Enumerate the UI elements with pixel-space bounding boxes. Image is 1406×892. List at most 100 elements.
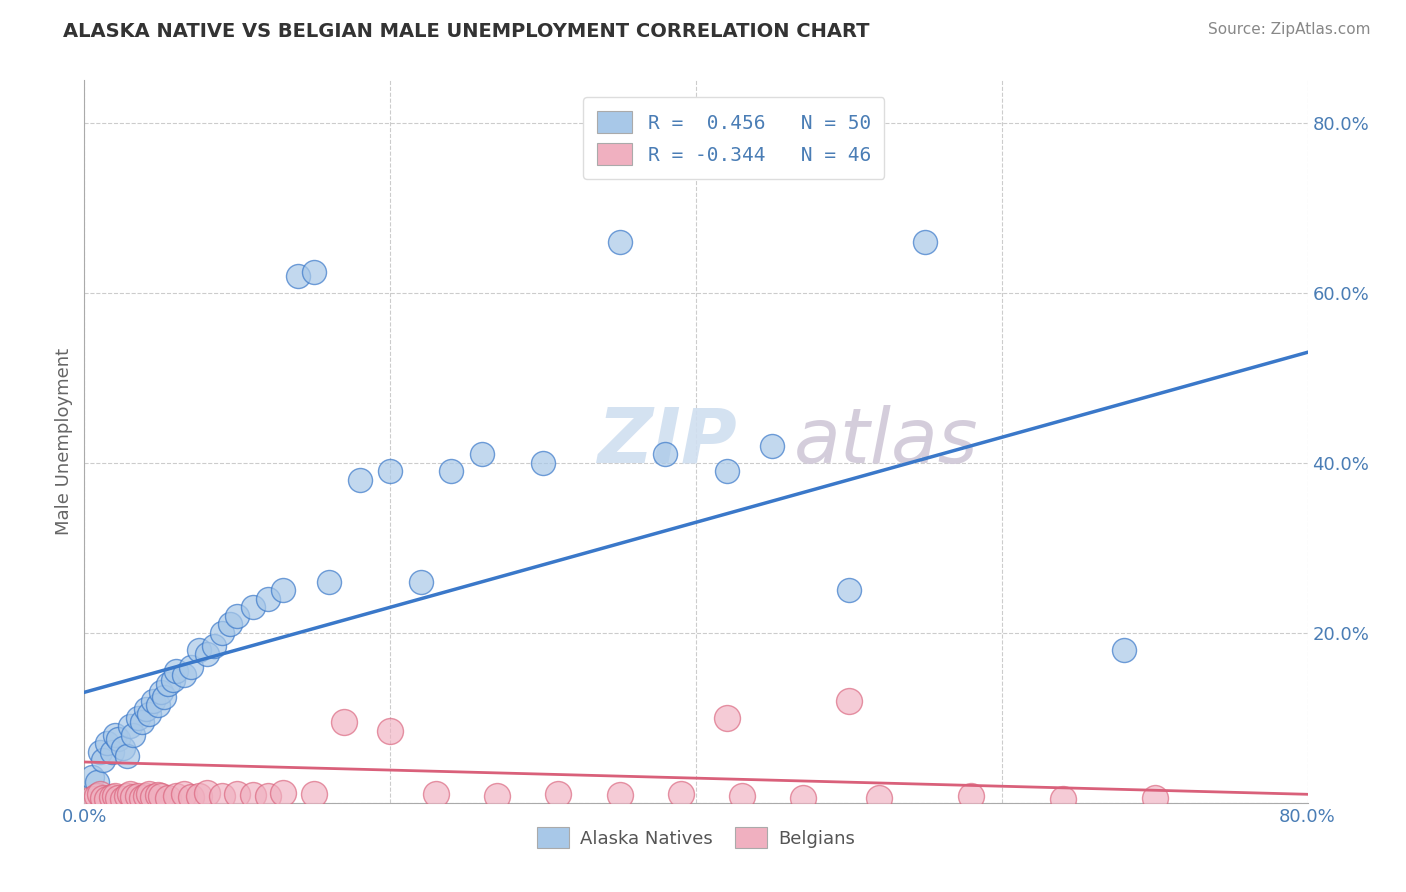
Point [80, 770, 103, 784]
Point [425, 787, 447, 801]
Point [86, 789, 108, 803]
Point [1052, 791, 1074, 805]
Point [257, 789, 280, 803]
Point [173, 787, 195, 801]
Point [792, 790, 814, 805]
Text: ZIP: ZIP [598, 405, 738, 478]
Point [96, 736, 118, 750]
Point [89, 787, 111, 801]
Point [242, 600, 264, 615]
Point [471, 447, 494, 461]
Point [188, 789, 211, 803]
Point [211, 789, 233, 803]
Point [226, 787, 249, 801]
Point [380, 723, 402, 738]
Point [131, 714, 153, 729]
Point [287, 268, 309, 283]
Point [380, 464, 402, 478]
Point [157, 790, 180, 805]
Point [202, 639, 225, 653]
Point [115, 789, 138, 803]
Point [89, 745, 111, 759]
Point [127, 711, 149, 725]
Point [111, 740, 134, 755]
Point [111, 791, 134, 805]
Point [211, 625, 233, 640]
Point [135, 702, 157, 716]
Point [104, 728, 127, 742]
Point [96, 791, 118, 805]
Point [838, 583, 860, 598]
Point [333, 714, 356, 729]
Point [609, 235, 631, 249]
Point [142, 789, 165, 804]
Point [146, 788, 169, 802]
Point [838, 694, 860, 708]
Point [101, 789, 124, 804]
Point [153, 690, 176, 704]
Point [120, 787, 142, 801]
Point [716, 711, 738, 725]
Point [242, 788, 264, 802]
Point [91, 753, 114, 767]
Point [107, 790, 129, 805]
Point [349, 473, 371, 487]
Point [761, 439, 783, 453]
Point [122, 789, 145, 804]
Point [146, 698, 169, 712]
Point [107, 732, 129, 747]
Point [91, 790, 114, 805]
Legend: Alaska Natives, Belgians: Alaska Natives, Belgians [530, 820, 862, 855]
Point [165, 789, 187, 803]
Point [531, 456, 554, 470]
Text: atlas: atlas [794, 405, 979, 478]
Point [440, 464, 463, 478]
Point [138, 787, 160, 801]
Point [165, 664, 187, 678]
Point [271, 786, 294, 800]
Point [318, 574, 340, 589]
Point [654, 447, 676, 461]
Point [180, 660, 202, 674]
Point [609, 788, 631, 802]
Point [120, 719, 142, 733]
Point [226, 608, 249, 623]
Point [302, 787, 325, 801]
Point [195, 786, 218, 800]
Point [135, 789, 157, 803]
Point [157, 677, 180, 691]
Point [173, 668, 195, 682]
Point [138, 706, 160, 721]
Point [115, 749, 138, 764]
Point [101, 745, 124, 759]
Point [547, 787, 569, 801]
Point [1114, 642, 1136, 657]
Point [104, 789, 127, 803]
Point [669, 787, 692, 801]
Point [716, 464, 738, 478]
Point [80, 791, 103, 805]
Point [162, 673, 184, 687]
Point [302, 264, 325, 278]
Text: ALASKA NATIVE VS BELGIAN MALE UNEMPLOYMENT CORRELATION CHART: ALASKA NATIVE VS BELGIAN MALE UNEMPLOYME… [63, 22, 870, 41]
Point [409, 574, 432, 589]
Text: Source: ZipAtlas.com: Source: ZipAtlas.com [1208, 22, 1371, 37]
Point [914, 235, 936, 249]
Point [195, 647, 218, 661]
Point [271, 583, 294, 598]
Point [731, 789, 754, 803]
Point [218, 617, 240, 632]
Point [131, 790, 153, 805]
Point [1143, 790, 1166, 805]
Point [188, 642, 211, 657]
Point [149, 685, 172, 699]
Point [149, 789, 172, 803]
Point [142, 694, 165, 708]
Point [257, 591, 280, 606]
Point [869, 790, 891, 805]
Point [180, 789, 202, 804]
Point [960, 789, 983, 803]
Y-axis label: Male Unemployment: Male Unemployment [55, 348, 73, 535]
Point [86, 774, 108, 789]
Point [486, 789, 509, 803]
